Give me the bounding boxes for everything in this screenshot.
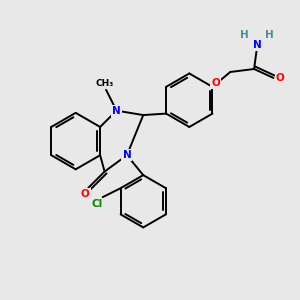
Text: N: N [112,106,121,116]
Text: Cl: Cl [92,199,103,208]
Text: O: O [276,73,284,83]
Text: H: H [240,30,249,40]
Text: CH₃: CH₃ [95,79,114,88]
Text: N: N [122,150,131,160]
Text: H: H [265,30,274,40]
Text: O: O [81,189,90,199]
Text: O: O [211,78,220,88]
Text: N: N [253,40,261,50]
